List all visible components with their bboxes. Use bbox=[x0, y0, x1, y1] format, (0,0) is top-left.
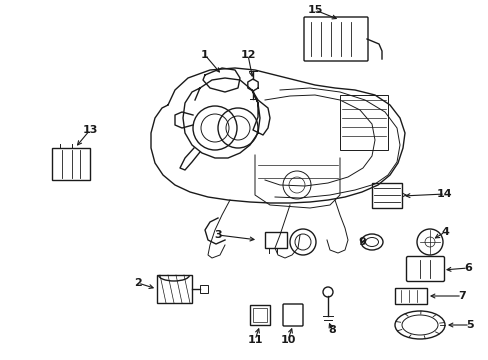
Text: 3: 3 bbox=[214, 230, 222, 240]
Text: 4: 4 bbox=[440, 227, 448, 237]
Text: 9: 9 bbox=[357, 237, 365, 247]
Text: 13: 13 bbox=[82, 125, 98, 135]
Bar bbox=[394, 288, 426, 304]
Bar bbox=[252, 308, 266, 322]
Text: 10: 10 bbox=[280, 335, 295, 345]
Bar bbox=[52, 148, 90, 180]
Bar bbox=[371, 183, 401, 208]
Text: 12: 12 bbox=[240, 50, 255, 60]
Text: 11: 11 bbox=[247, 335, 262, 345]
Text: 2: 2 bbox=[134, 278, 142, 288]
Bar bbox=[264, 232, 286, 248]
Bar bbox=[249, 305, 269, 325]
Text: 7: 7 bbox=[457, 291, 465, 301]
Bar bbox=[157, 275, 192, 303]
Bar bbox=[200, 285, 207, 293]
Text: 15: 15 bbox=[306, 5, 322, 15]
Text: 5: 5 bbox=[465, 320, 473, 330]
Text: 8: 8 bbox=[327, 325, 335, 335]
Text: 14: 14 bbox=[436, 189, 452, 199]
Text: 6: 6 bbox=[463, 263, 471, 273]
Text: 1: 1 bbox=[201, 50, 208, 60]
Bar bbox=[339, 95, 387, 150]
